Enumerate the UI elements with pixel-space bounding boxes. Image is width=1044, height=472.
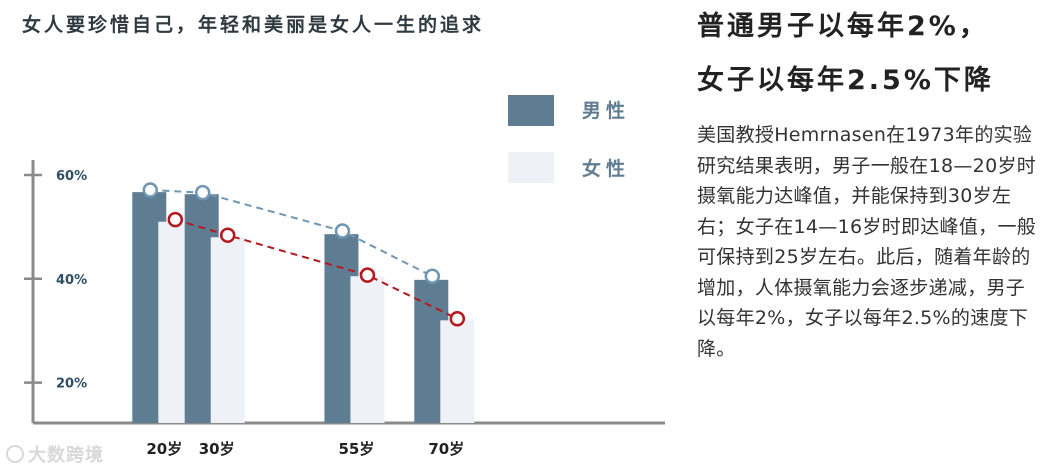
bar-female-1 [210, 237, 245, 423]
point-female-1 [219, 227, 236, 243]
lines-layer [150, 189, 458, 320]
bar-female-2 [350, 276, 385, 423]
chart-title: 女人要珍惜自己，年轻和美丽是女人一生的追求 [22, 14, 485, 36]
bar-female-3 [440, 320, 475, 423]
labels-layer: 20% 40% 60% 20岁 30岁 55岁 70岁 [56, 169, 464, 458]
watermark-icon [6, 445, 24, 463]
legend-label-female: 女性 [582, 157, 630, 180]
headline-line-2: 女子以每年2.5%下降 [697, 65, 994, 96]
markers-layer [142, 182, 466, 327]
x-tick-label-3: 70岁 [428, 440, 464, 458]
body-paragraph: 美国教授Hemrnasen在1973年的实验研究结果表明，男子一般在18—20岁… [697, 124, 1037, 360]
headline-line-1: 普通男子以每年2%， [697, 11, 989, 42]
point-male-1 [194, 184, 211, 201]
x-tick-label-0: 20岁 [146, 440, 182, 458]
y-tick-label-0: 20% [56, 377, 87, 392]
point-female-3 [449, 311, 466, 327]
line-male [150, 189, 433, 278]
right-panel: 普通男子以每年2%， 女子以每年2.5%下降 美国教授Hemrnasen在197… [697, 0, 1037, 364]
point-female-0 [167, 211, 184, 228]
point-male-3 [424, 268, 441, 284]
watermark-text: 大数跨境 [28, 445, 104, 466]
point-male-0 [142, 182, 159, 198]
bars-layer [132, 192, 475, 423]
point-male-2 [334, 223, 351, 239]
x-tick-label-2: 55岁 [339, 440, 375, 458]
x-tick-label-1: 30岁 [199, 440, 235, 458]
y-tick-label-2: 60% [56, 169, 87, 184]
y-tick-label-1: 40% [56, 273, 87, 288]
legend-label-male: 男性 [582, 99, 630, 122]
legend-swatch-male [508, 95, 554, 126]
point-female-2 [359, 267, 376, 283]
line-female [175, 218, 458, 320]
watermark: 大数跨境 [6, 441, 104, 467]
legend-swatch-female [508, 152, 554, 183]
